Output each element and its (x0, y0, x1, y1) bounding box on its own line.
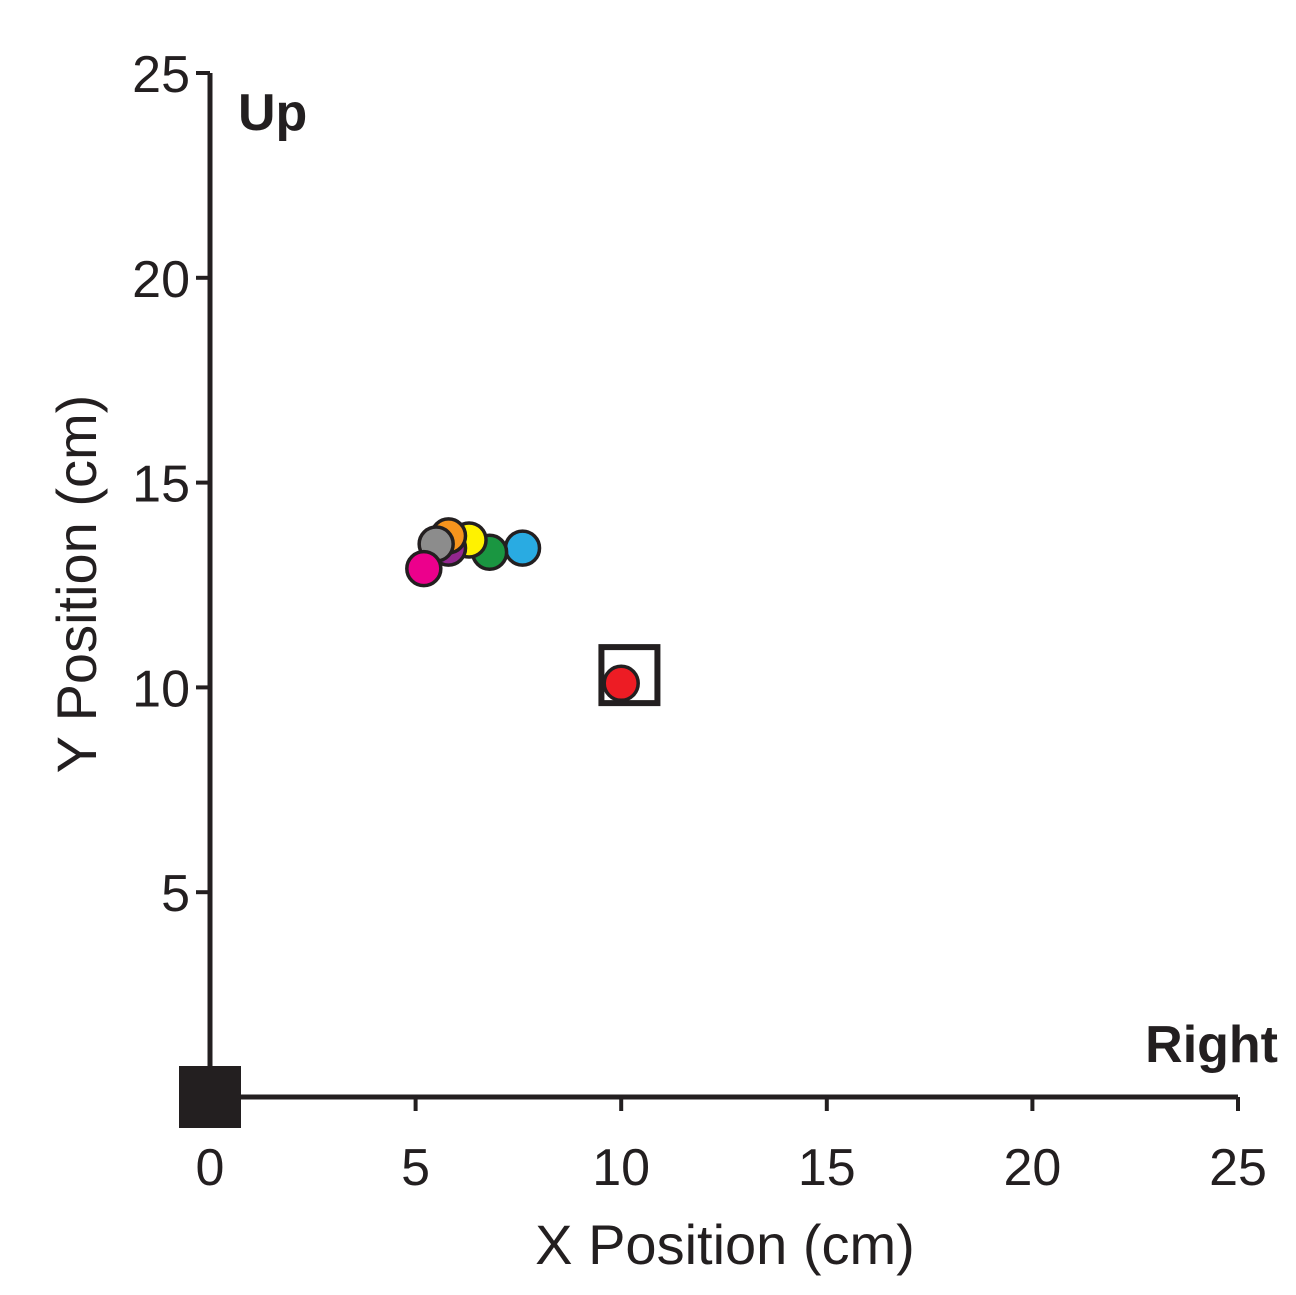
target-marker (598, 644, 661, 707)
right-direction-label: Right (1145, 1016, 1278, 1074)
x-tick-label: 15 (798, 1139, 856, 1197)
data-point (405, 549, 443, 588)
x-tick-label: 20 (1003, 1139, 1061, 1197)
x-tick-label: 5 (401, 1139, 430, 1197)
data-point (503, 529, 542, 567)
ticks (196, 71, 1240, 1111)
data-points (405, 517, 640, 703)
up-direction-label: Up (238, 84, 307, 142)
x-tick-label: 0 (196, 1139, 225, 1197)
x-axis-label: X Position (cm) (535, 1213, 915, 1276)
x-tick-label: 25 (1209, 1139, 1267, 1197)
tick-labels: 0 5 10 15 20 25 5 10 15 20 25 (132, 46, 1267, 1197)
x-tick-label: 10 (592, 1139, 650, 1197)
markers (179, 644, 661, 1128)
y-tick-label: 15 (132, 456, 190, 514)
y-axis-label: Y Position (cm) (45, 395, 108, 774)
data-point (602, 664, 640, 703)
y-tick-label: 20 (132, 251, 190, 309)
axes (207, 73, 1238, 1100)
origin-marker (179, 1066, 241, 1128)
y-tick-label: 25 (132, 46, 190, 104)
y-tick-label: 10 (132, 660, 190, 718)
y-tick-label: 5 (161, 865, 190, 923)
